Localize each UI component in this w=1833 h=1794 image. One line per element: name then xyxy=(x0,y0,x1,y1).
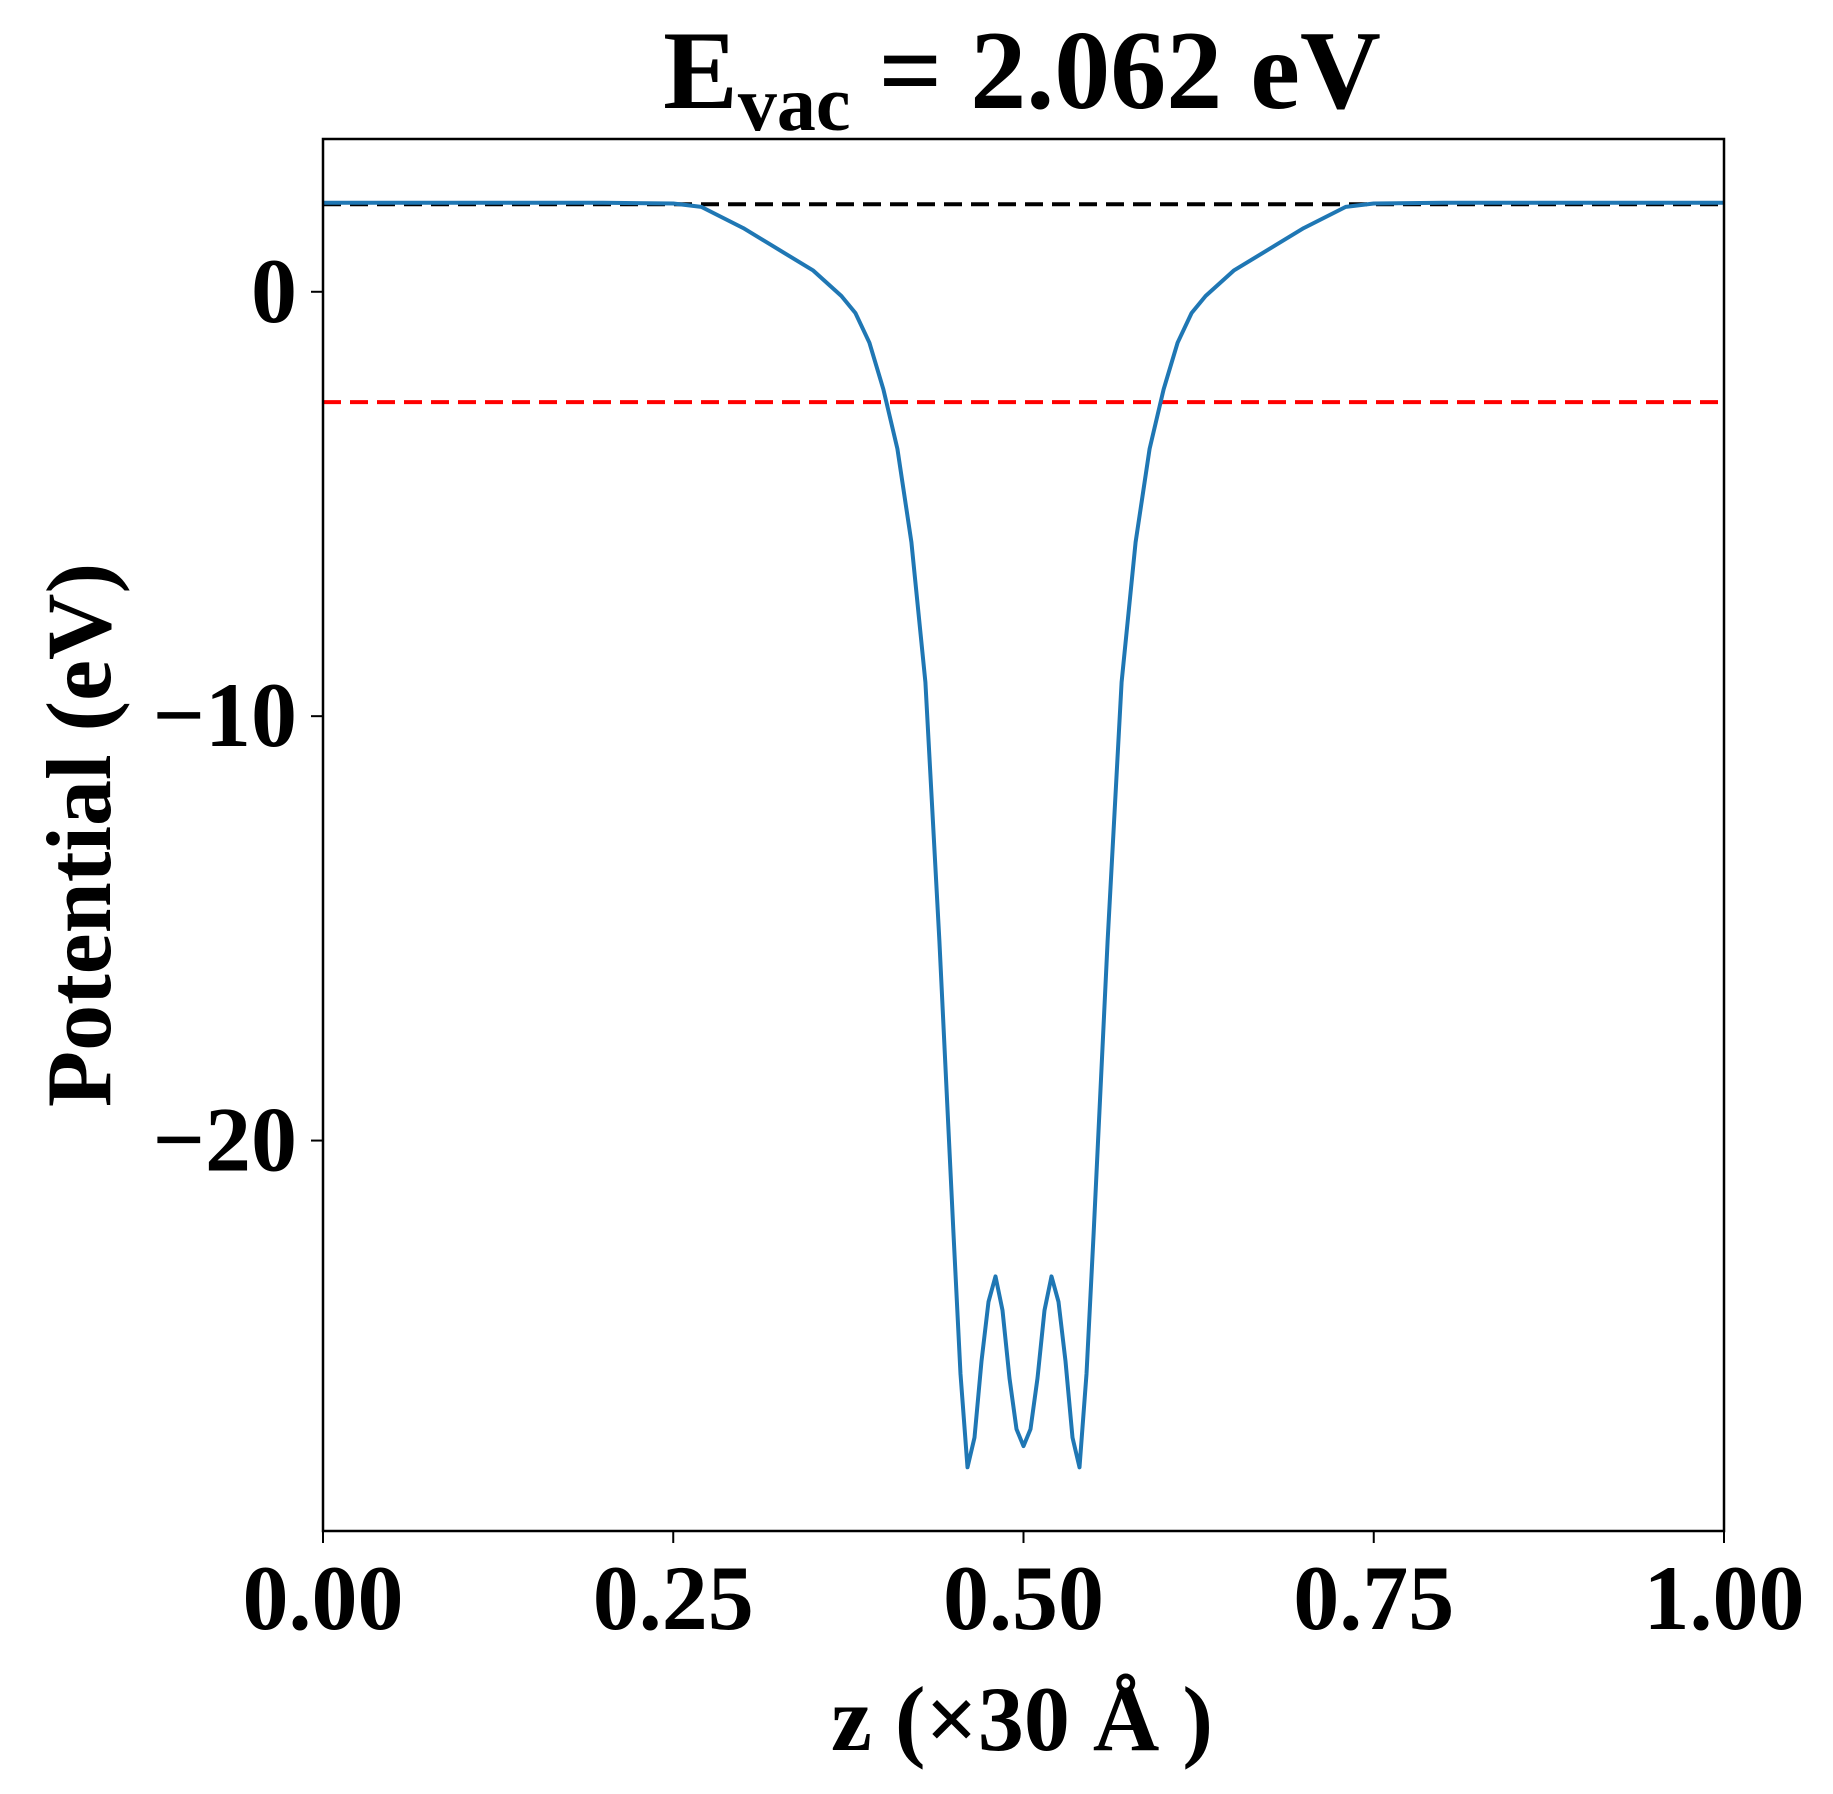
plot-frame xyxy=(321,137,1726,1533)
x-axis-label: z (×30 Å ) xyxy=(831,1668,1213,1770)
title-main: E xyxy=(663,9,738,133)
x-tick-label: 0.00 xyxy=(243,1547,404,1649)
data-line xyxy=(323,200,1724,1470)
x-tick-label: 0.25 xyxy=(593,1547,754,1649)
title-rest: = 2.062 eV xyxy=(850,9,1380,133)
y-axis-label: Potential (eV) xyxy=(28,563,130,1107)
y-tick-label: −20 xyxy=(153,1089,297,1191)
y-tick-label: −10 xyxy=(153,664,297,766)
x-tick-label: 0.75 xyxy=(1293,1547,1454,1649)
y-tick-label: 0 xyxy=(251,240,297,342)
x-tick-label: 1.00 xyxy=(1644,1547,1805,1649)
title-subscript: vac xyxy=(738,60,851,147)
x-tick-label: 0.50 xyxy=(943,1547,1104,1649)
chart-title: Evac = 2.062 eV xyxy=(663,9,1381,147)
